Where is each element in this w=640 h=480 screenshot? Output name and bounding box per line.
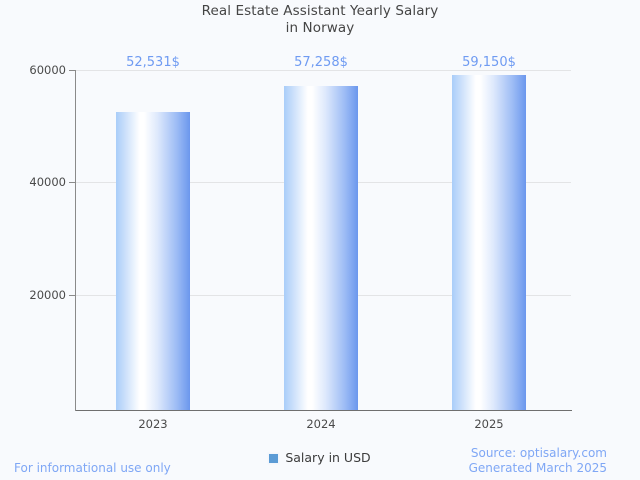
bar-label-2025: 59,150$ — [462, 55, 516, 70]
y-tick-label-60000: 60000 — [29, 63, 66, 77]
chart-title: Real Estate Assistant Yearly Salary in N… — [0, 3, 640, 36]
footer-disclaimer: For informational use only — [14, 461, 171, 475]
chart-title-line-1: Real Estate Assistant Yearly Salary — [201, 3, 439, 19]
footer-source-block: Source: optisalary.com Generated March 2… — [469, 446, 607, 476]
gridline-60000 — [76, 70, 571, 71]
bar-label-2024: 57,258$ — [294, 55, 348, 70]
y-tick-mark-20000 — [69, 295, 75, 296]
bar-label-2023: 52,531$ — [126, 55, 180, 70]
x-tick-label-2023: 2023 — [138, 417, 168, 431]
legend-label-salary-in-usd: Salary in USD — [285, 450, 371, 465]
legend-swatch-icon — [269, 453, 279, 463]
bar-2024[interactable] — [284, 85, 358, 410]
y-tick-mark-40000 — [69, 182, 75, 183]
y-axis-line — [75, 70, 76, 411]
x-tick-label-2025: 2025 — [474, 417, 504, 431]
y-tick-label-20000: 20000 — [29, 288, 66, 302]
y-tick-60000: 60000 — [0, 64, 66, 76]
chart-legend: Salary in USD — [0, 451, 640, 465]
plot-area — [76, 70, 571, 410]
bar-2023[interactable] — [116, 112, 190, 410]
chart-title-line-2: in Norway — [285, 19, 355, 36]
y-tick-mark-60000 — [69, 70, 75, 71]
y-tick-40000: 40000 — [0, 176, 66, 188]
x-tick-label-2024: 2024 — [306, 417, 336, 431]
bar-2025[interactable] — [452, 74, 526, 410]
footer-source: Source: optisalary.com — [470, 446, 607, 460]
y-tick-20000: 20000 — [0, 289, 66, 301]
x-axis-line — [76, 410, 572, 411]
y-tick-label-40000: 40000 — [29, 175, 66, 189]
footer-generated: Generated March 2025 — [468, 461, 607, 475]
